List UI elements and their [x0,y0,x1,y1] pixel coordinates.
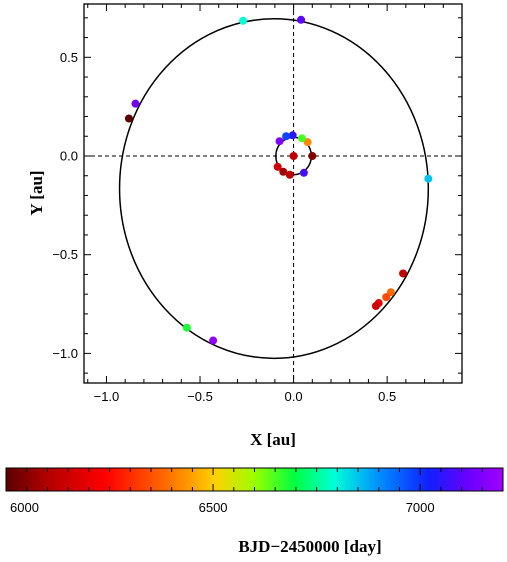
outer-data-point [124,114,133,123]
outer-data-point [424,174,433,183]
x-tick-label: −1.0 [94,389,120,404]
y-tick-label: −0.5 [52,247,78,262]
plot-content [84,4,462,383]
inner-data-point [299,168,308,177]
outer-data-point [239,16,248,25]
inner-data-point [303,138,312,147]
outer-orbit [118,18,430,360]
y-tick-label: 0.5 [60,50,78,65]
colorbar-title: BJD−2450000 [day] [238,537,381,556]
inner-data-point [275,137,284,146]
inner-data-point [289,151,298,160]
inner-data-point [298,134,307,143]
x-tick-label: −0.5 [187,389,213,404]
inner-data-point [282,132,291,141]
inner-data-point [279,167,288,176]
inner-data-point [308,151,317,160]
colorbar-tick-label: 7000 [406,500,435,515]
colorbar-tick-label: 6000 [10,500,39,515]
outer-data-point [371,302,380,311]
colorbar: 6000 6500 7000 [5,467,504,515]
x-axis-title: X [au] [250,430,296,449]
y-tick-label: −1.0 [52,346,78,361]
outer-data-point [399,269,408,278]
y-axis-title: Y [au] [27,170,46,215]
plot-frame [83,3,463,384]
outer-data-point [209,336,218,345]
x-tick-label: 0.0 [285,389,303,404]
inner-data-point [273,162,282,171]
outer-data-point [297,15,306,24]
y-tick-label: 0.0 [60,148,78,163]
x-tick-label: 0.5 [378,389,396,404]
outer-data-point [382,293,391,302]
plot-area: −1.0 −0.5 0.0 0.5 −1.0 −0.5 0.0 0.5 [52,3,463,404]
colorbar-tick-label: 6500 [199,500,228,515]
outer-data-point [182,323,191,332]
inner-data-point [285,170,294,179]
inner-data-point [288,131,297,140]
outer-data-point [131,99,140,108]
